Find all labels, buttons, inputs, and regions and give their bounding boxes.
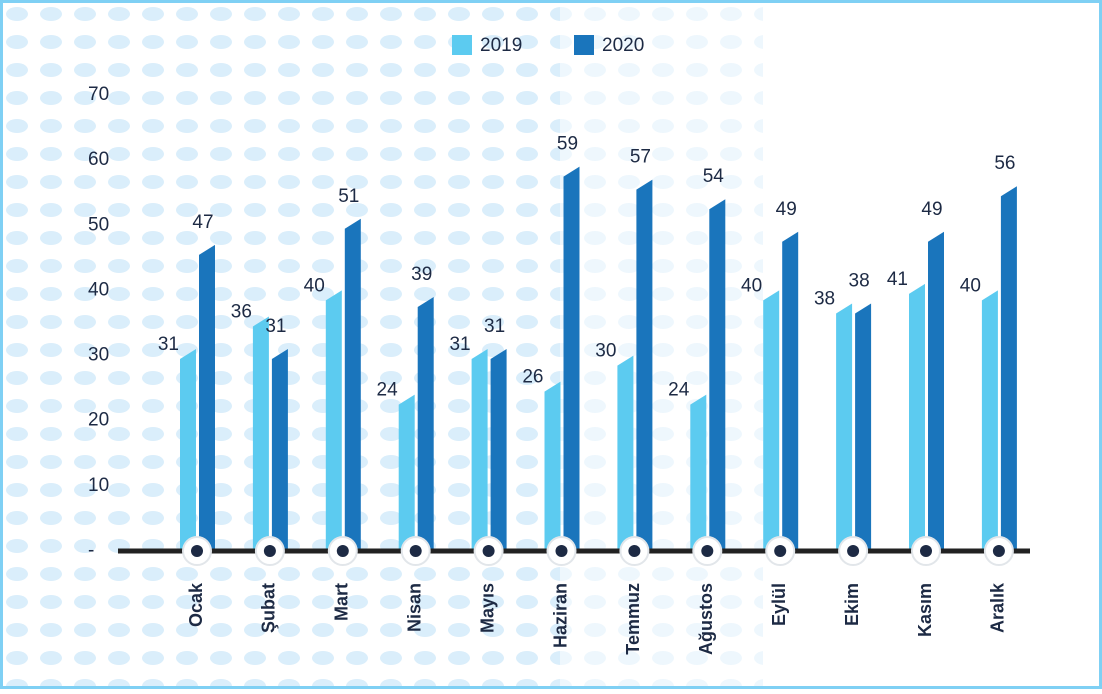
value-label: 31 (158, 334, 179, 355)
y-tick-label: 40 (88, 279, 109, 300)
bar (690, 394, 707, 551)
axis-dot (336, 545, 349, 557)
axis-dot (920, 545, 932, 557)
axis-dot (774, 545, 787, 557)
value-label: 57 (630, 147, 651, 168)
x-tick-label: Şubat (259, 583, 279, 633)
value-label: 40 (304, 275, 325, 296)
y-tick-label: 50 (88, 214, 109, 235)
axis-dot (191, 545, 203, 557)
bar (782, 231, 799, 552)
bar (836, 303, 853, 551)
value-label: 26 (522, 367, 543, 388)
bar (252, 316, 269, 551)
bar (855, 303, 872, 551)
bar (471, 349, 488, 551)
bar (544, 381, 561, 551)
value-label: 59 (557, 134, 578, 155)
x-tick-label: Mart (332, 583, 352, 621)
value-label: 38 (849, 270, 870, 291)
bar (563, 166, 580, 551)
y-tick-label: 30 (88, 345, 109, 366)
y-tick-label: - (88, 540, 94, 561)
bar (909, 283, 925, 551)
x-tick-label: Aralık (988, 582, 1008, 633)
value-label: 24 (377, 380, 399, 401)
x-tick-label: Haziran (550, 583, 570, 648)
value-label: 38 (814, 288, 835, 309)
y-tick-label: 60 (88, 149, 109, 170)
value-label: 31 (449, 334, 470, 355)
x-tick-label: Mayıs (477, 583, 497, 633)
bar (417, 296, 434, 551)
bar (325, 290, 342, 551)
bar (180, 349, 196, 551)
bar (709, 199, 726, 551)
bar (271, 349, 288, 551)
axis-dot (263, 545, 276, 557)
value-label: 40 (960, 275, 981, 296)
value-label: 54 (703, 166, 725, 187)
value-label: 49 (776, 199, 797, 220)
value-label: 24 (668, 380, 690, 401)
axis-dot (555, 545, 568, 557)
bar (199, 244, 215, 552)
bar (617, 355, 634, 551)
x-tick-label: Eylül (769, 583, 789, 626)
x-tick-label: Ekim (842, 583, 862, 626)
axis-dot (482, 545, 495, 557)
x-tick-label: Kasım (915, 583, 935, 637)
value-label: 39 (411, 264, 432, 285)
axis-dot (628, 545, 641, 557)
value-label: 40 (741, 275, 762, 296)
bar (981, 290, 998, 551)
x-tick-label: Ağustos (696, 583, 716, 655)
value-label: 56 (994, 153, 1015, 174)
axis-dot (992, 545, 1005, 557)
y-tick-label: 70 (88, 84, 109, 105)
x-tick-label: Ocak (186, 582, 206, 627)
bar (636, 179, 653, 551)
value-label: 30 (595, 341, 616, 362)
legend-label: 2019 (480, 35, 522, 56)
legend-label: 2020 (602, 35, 644, 56)
bar (763, 290, 780, 551)
axis-dot (409, 545, 422, 557)
value-label: 49 (921, 199, 942, 220)
value-label: 31 (265, 316, 286, 337)
x-tick-label: Nisan (404, 583, 424, 632)
legend-swatch (574, 35, 594, 55)
axis-dot (701, 545, 714, 557)
bar (490, 349, 507, 551)
value-label: 36 (231, 302, 252, 323)
legend-swatch (452, 35, 472, 55)
y-tick-label: 10 (88, 475, 109, 496)
bar (928, 231, 944, 552)
value-label: 41 (887, 269, 908, 290)
bar (1000, 186, 1017, 551)
bar (344, 218, 361, 551)
value-label: 31 (484, 316, 505, 337)
axis-dot (847, 545, 860, 557)
bar (398, 394, 415, 551)
value-label: 47 (192, 212, 213, 233)
value-label: 51 (338, 186, 359, 207)
y-tick-label: 20 (88, 410, 109, 431)
x-tick-label: Temmuz (623, 583, 643, 655)
